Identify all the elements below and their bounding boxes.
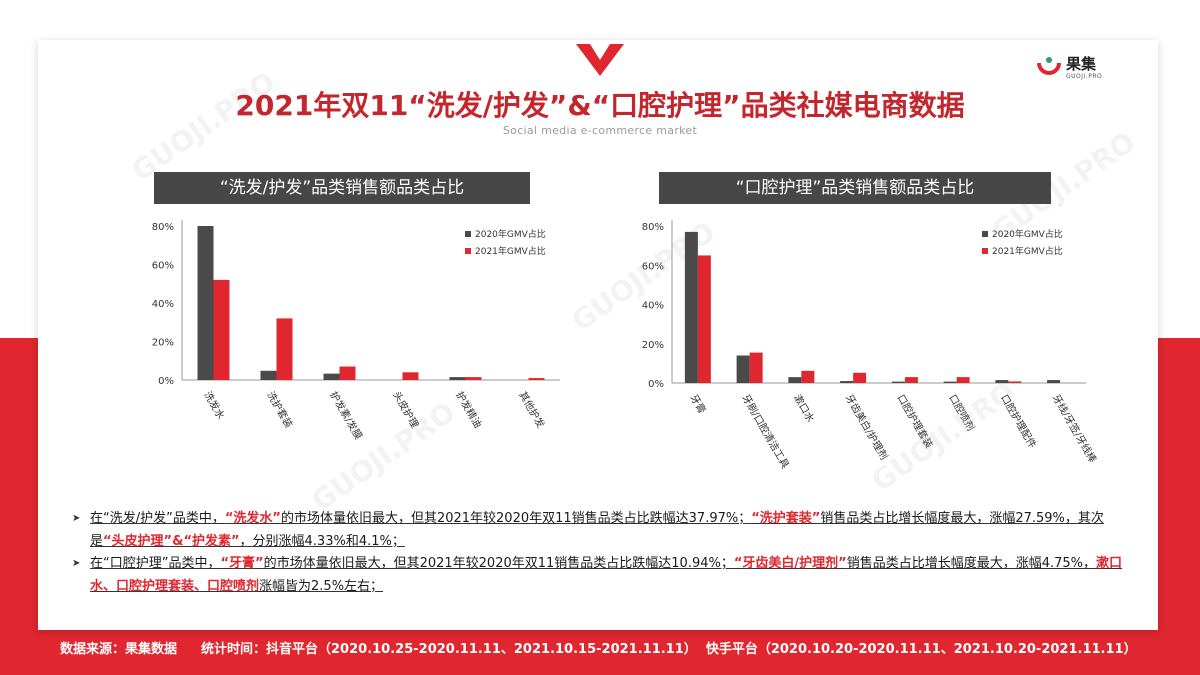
legend-label: 2021年GMV占比 (475, 245, 546, 257)
insight-text: 在“洗发/护发”品类中，“洗发水”的市场体量依旧最大，但其2021年较2020年… (90, 511, 1104, 549)
bar-2020 (840, 381, 854, 383)
logo-name: 果集 (1066, 54, 1097, 73)
y-tick-label: 80% (642, 222, 664, 233)
insight-highlight: “牙齿美白/护理剂” (733, 556, 847, 571)
legend-label: 2021年GMV占比 (992, 245, 1063, 257)
insight-segment: 涨幅皆为2.5%左右； (259, 578, 384, 594)
y-tick-label: 60% (152, 261, 174, 272)
legend-label: 2020年GMV占比 (992, 228, 1063, 240)
y-tick-label: 0% (158, 376, 174, 387)
x-tick-label: 牙线/牙签/牙线棒 (1050, 392, 1100, 465)
chart-title-oralcare: “口腔护理”品类销售额品类占比 (659, 172, 1051, 204)
brand-logo: 果集 GUOJI.PRO (1036, 55, 1102, 81)
y-tick-label: 40% (642, 301, 664, 312)
chart-oralcare: 0%20%40%60%80%牙膏 牙刷/口腔清洁工具 漱口水 牙齿美白/护理剂 口腔护理… (642, 220, 1100, 471)
legend-swatch (982, 231, 988, 237)
x-tick-label: 漱口水 (791, 393, 816, 425)
bar-2021 (339, 366, 356, 380)
legend-label: 2020年GMV占比 (475, 228, 546, 240)
bar-2020 (449, 377, 466, 380)
insight-segment: 在“洗发/护发”品类中， (90, 511, 225, 526)
legend-swatch (465, 248, 471, 254)
legend-swatch (465, 231, 471, 237)
bar-2020 (197, 226, 214, 380)
footer-source: 数据来源：果集数据 (60, 642, 178, 657)
bar-2020 (788, 377, 802, 383)
x-tick-label: 洗护套装 (264, 389, 295, 430)
title-part1: 2021年双11“洗发/护发”&“口腔护理” (235, 89, 741, 122)
y-tick-label: 20% (642, 340, 664, 351)
x-tick-label: 洗发水 (201, 389, 227, 421)
insight-bullet-oralcare: ➤ 在“口腔护理”品类中，“牙膏”的市场体量依旧最大，但其2021年较2020年… (72, 553, 1132, 598)
bar-2021 (801, 370, 815, 383)
x-tick-label: 其他护发 (516, 389, 547, 430)
insight-bullet-haircare: ➤ 在“洗发/护发”品类中，“洗发水”的市场体量依旧最大，但其2021年较202… (72, 508, 1132, 553)
v-mark-icon (576, 44, 624, 76)
x-tick-label: 头皮护理 (390, 389, 421, 430)
bar-2020 (995, 380, 1009, 383)
x-tick-label: 口腔护理配件 (998, 392, 1039, 450)
x-tick-label: 牙齿美白/护理剂 (843, 392, 891, 462)
insight-segment: 的市场体量依旧最大，但其2021年较2020年双11销售品类占比跌幅达10.94… (263, 556, 734, 571)
x-tick-label: 牙膏 (687, 392, 708, 416)
bar-2021 (276, 318, 293, 380)
bar-2021 (528, 378, 545, 380)
bar-2020 (323, 373, 340, 380)
x-tick-label: 护发素/发膜 (327, 389, 365, 442)
y-tick-label: 0% (648, 379, 664, 390)
legend-swatch (982, 248, 988, 254)
bar-2021 (749, 352, 763, 383)
logo-domain: GUOJI.PRO (1066, 72, 1103, 80)
bar-2021 (956, 377, 970, 383)
y-tick-label: 80% (152, 222, 174, 233)
bar-2021 (853, 372, 867, 383)
chart-title-haircare: “洗发/护发”品类销售额品类占比 (154, 172, 530, 204)
insight-text: 在“口腔护理”品类中，“牙膏”的市场体量依旧最大，但其2021年较2020年双1… (90, 556, 1122, 594)
insight-segment: 销售品类占比增长幅度最大，涨幅4.75%， (846, 556, 1097, 571)
bar-2021 (697, 255, 711, 383)
footer: 数据来源：果集数据 统计时间：抖音平台（2020.10.25-2020.11.11… (60, 638, 1161, 657)
bar-2021 (213, 279, 230, 380)
bar-2020 (1047, 380, 1061, 383)
title-part2: 品类社媒电商数据 (740, 89, 965, 122)
insight-highlight: “牙膏” (220, 556, 264, 571)
x-tick-label: 护发精油 (453, 389, 484, 430)
bullet-arrow-icon: ➤ (72, 513, 81, 524)
y-tick-label: 40% (152, 299, 174, 310)
logo-mark-icon (1037, 57, 1061, 75)
bar-2021 (1008, 381, 1022, 383)
insight-segment: 的市场体量依旧最大，但其2021年较2020年双11销售品类占比跌幅达37.97… (280, 511, 752, 526)
bar-2021 (904, 377, 918, 383)
bar-2020 (684, 231, 698, 383)
insights: ➤ 在“洗发/护发”品类中，“洗发水”的市场体量依旧最大，但其2021年较202… (72, 508, 1132, 598)
insight-highlight: “洗发水” (224, 511, 281, 526)
insight-highlight: “头皮护理”&“护发素” (103, 533, 240, 549)
bar-2020 (260, 370, 277, 380)
x-tick-label: 口腔护理套装 (894, 392, 935, 450)
insight-highlight: 漱口水、口腔护理套装、口腔喷剂 (90, 556, 1123, 594)
footer-period: 统计时间：抖音平台（2020.10.25-2020.11.11、2021.10.… (201, 642, 1137, 657)
insight-highlight: “洗护套装” (751, 511, 821, 526)
bar-2021 (402, 372, 419, 380)
bar-2020 (891, 381, 905, 383)
insight-segment: ，分别涨幅4.33%和4.1%； (239, 533, 405, 549)
insight-segment: 销售品类占比增长幅度最大，涨幅27.59%，其次是 (90, 511, 1104, 549)
bullet-arrow-icon: ➤ (72, 558, 81, 569)
y-tick-label: 20% (152, 338, 174, 349)
bar-2021 (465, 377, 482, 380)
x-tick-label: 口腔喷剂 (946, 392, 977, 433)
bar-2020 (943, 381, 957, 383)
chart-haircare: 0% 20% 40% 60% 80% 洗发水 洗护套装 护发素/发膜 头皮护理 护发精油 其他护发 2… (152, 220, 560, 442)
bar-2020 (736, 355, 750, 383)
page-title: 2021年双11“洗发/护发”&“口腔护理”品类社媒电商数据 (0, 84, 1200, 124)
y-tick-label: 60% (642, 261, 664, 272)
x-tick-label: 牙刷/口腔清洁工具 (739, 392, 792, 471)
page-subtitle: Social media e-commerce market (502, 124, 698, 137)
insight-segment: 在“口腔护理”品类中， (90, 556, 221, 571)
